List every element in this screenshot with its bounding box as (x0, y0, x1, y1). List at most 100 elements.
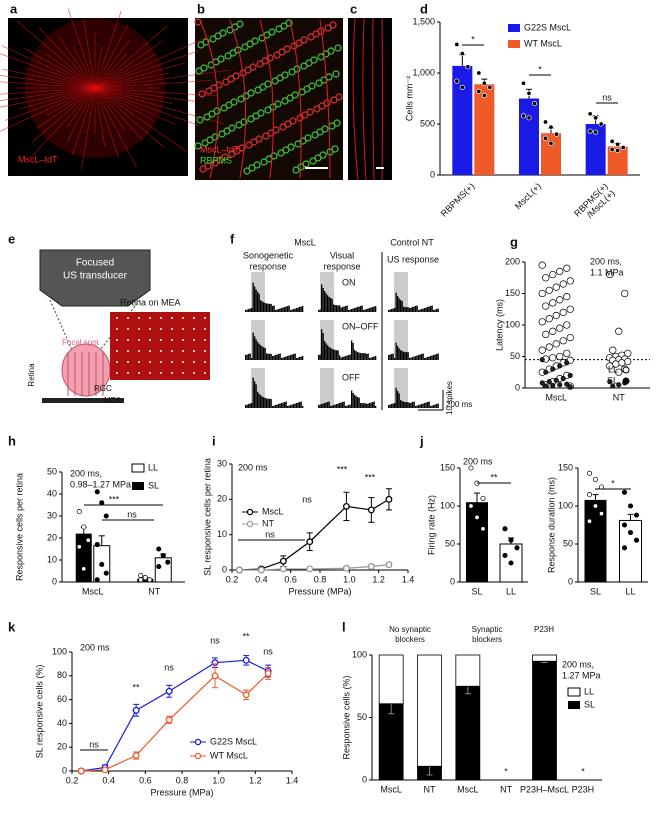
cell (255, 135, 263, 143)
histogram-bin (352, 392, 354, 408)
histogram-bin (293, 309, 295, 312)
histogram-bin (281, 403, 283, 408)
cell (275, 25, 283, 33)
x-tick-label: MscL (82, 586, 104, 596)
transducer-label: US transducer (63, 271, 128, 282)
group-label: Control NT (390, 237, 434, 247)
histogram-bin (392, 403, 394, 408)
data-point (156, 546, 162, 552)
data-point (132, 706, 140, 714)
cell (217, 55, 225, 63)
annotation: * (538, 64, 542, 74)
data-point (615, 368, 623, 376)
x-tick-label: 0.2 (66, 775, 79, 785)
data-point (165, 687, 173, 695)
histogram-bin (260, 300, 262, 312)
y-tick-label: 150 (558, 462, 573, 472)
histogram-bin (395, 387, 397, 408)
histogram-bin (430, 356, 432, 360)
histogram-bin (299, 357, 301, 360)
data-point (542, 135, 549, 141)
histogram-bin (351, 309, 353, 312)
histogram-bin (372, 402, 374, 408)
histogram-bin (433, 405, 435, 408)
fiber (94, 10, 122, 89)
fiber (0, 53, 96, 89)
cell (211, 159, 219, 167)
data-point (592, 503, 599, 509)
histogram-bin (302, 406, 304, 408)
electrode (204, 361, 206, 363)
data-point (566, 277, 574, 285)
data-point (553, 131, 560, 137)
histogram-bin (412, 307, 414, 312)
fiber (67, 8, 96, 89)
y-tick-label: 0 (430, 169, 435, 179)
histogram-bin (267, 303, 269, 312)
cell (300, 62, 308, 70)
histogram-bin (275, 310, 277, 312)
legend-swatch (568, 701, 580, 709)
histogram-bin (412, 357, 414, 360)
histogram-bin (349, 404, 351, 408)
panel-label: d (420, 1, 428, 16)
data-point (563, 349, 571, 358)
data-point (454, 41, 460, 47)
data-point (526, 90, 532, 96)
histogram-bin (300, 356, 302, 360)
cell (248, 164, 256, 172)
electrode (171, 350, 173, 352)
cell (251, 37, 259, 45)
x-tick-label: 1.2 (372, 574, 385, 584)
panel-label: j (419, 433, 424, 448)
legend-label: MscL (262, 506, 284, 516)
data-point (621, 289, 629, 298)
electrode (182, 372, 184, 374)
fiber (45, 53, 96, 89)
x-tick-label: MscL (457, 784, 479, 794)
histogram-bin (400, 399, 402, 408)
bar (452, 65, 473, 175)
histogram-bin (375, 406, 377, 408)
histogram-bin (343, 356, 345, 360)
bar-segment (378, 654, 404, 705)
histogram-bin (284, 402, 286, 408)
data-point (598, 121, 604, 127)
histogram-bin (288, 305, 290, 312)
cell (318, 102, 326, 110)
cell (308, 82, 316, 90)
x-tick-label: 1.4 (286, 775, 299, 785)
histogram-bin (291, 354, 293, 360)
cell (205, 87, 213, 95)
histogram-bin (361, 305, 363, 312)
cell (277, 149, 285, 157)
histogram-bin (419, 354, 421, 360)
cell (322, 50, 330, 58)
data-point (586, 470, 593, 476)
histogram-bin (363, 353, 365, 360)
fiber (94, 87, 144, 141)
data-point (593, 129, 599, 135)
data-point (549, 299, 557, 307)
annotation: 200 ms (238, 462, 268, 472)
y-tick-label: 0 (568, 576, 573, 586)
histogram-bin (394, 308, 396, 312)
electrode (204, 339, 206, 341)
data-point (142, 575, 148, 581)
y-tick-label: 30 (217, 458, 227, 468)
histogram-bin (327, 295, 329, 312)
bar (607, 146, 628, 175)
histogram-bin (331, 405, 333, 408)
data-point (531, 101, 538, 107)
histogram-bin (427, 357, 429, 360)
cell (319, 151, 327, 159)
histogram-bin (337, 350, 339, 360)
x-tick-label: P23H (572, 784, 595, 794)
cell (223, 127, 231, 135)
histogram-bin (333, 405, 335, 408)
histogram-bin (412, 402, 414, 408)
cell (262, 132, 270, 140)
cell (323, 99, 331, 107)
histogram-bin (346, 405, 348, 408)
data-point (618, 359, 626, 367)
